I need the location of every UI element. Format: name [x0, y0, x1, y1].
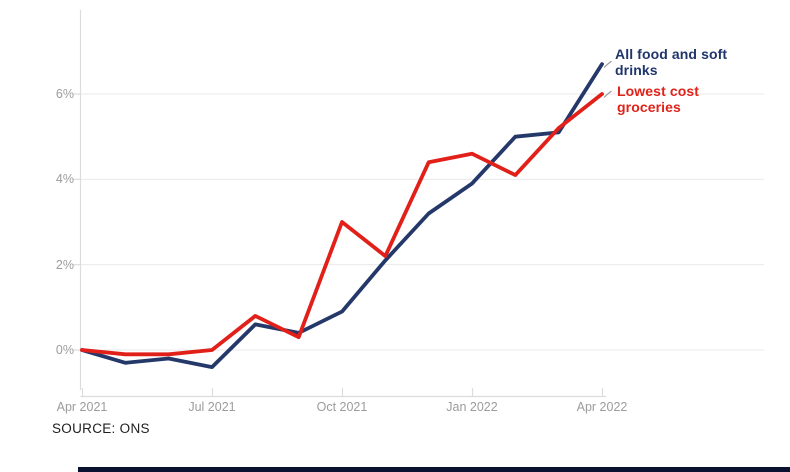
y-tick-label: 6%: [55, 86, 74, 101]
series-label-all-food-and-soft-drinks: All food and soft drinks: [615, 46, 728, 78]
y-tick-label: 4%: [55, 172, 74, 187]
label-connector: [603, 90, 612, 98]
series-line-all-food-and-soft-drinks: [80, 62, 604, 370]
y-tick-label: 2%: [55, 257, 74, 272]
x-tick-label: Jan 2022: [446, 400, 498, 414]
x-tick-label: Jul 2021: [188, 400, 236, 414]
series-line-lowest-cost-groceries: [80, 92, 604, 357]
label-connector: [603, 60, 612, 69]
series-label-line: All food and soft: [615, 46, 728, 62]
series-label-line: drinks: [615, 61, 658, 78]
brand-bottom-bar: [78, 467, 790, 472]
source-attribution: SOURCE: ONS: [52, 421, 150, 436]
series-label-line: Lowest cost: [617, 83, 700, 99]
x-tick-label: Apr 2022: [576, 400, 628, 414]
x-tick-label: Apr 2021: [56, 400, 108, 414]
y-tick-label: 0%: [55, 343, 74, 357]
series-label-line: groceries: [617, 98, 681, 115]
x-tick-label: Oct 2021: [316, 400, 368, 414]
series-label-lowest-cost-groceries: Lowest cost groceries: [617, 83, 700, 115]
